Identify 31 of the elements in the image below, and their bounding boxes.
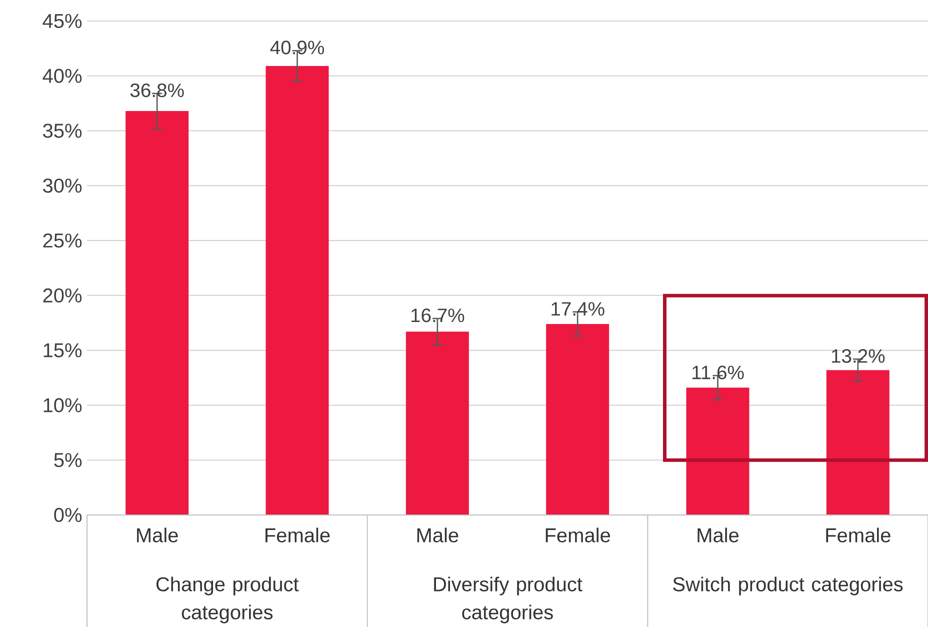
text: Change product categories	[156, 576, 299, 624]
text: Diversify product categories	[434, 576, 582, 624]
y-tick-label: 10%	[44, 398, 82, 412]
y-tick-label: 30%	[43, 178, 82, 193]
data-label: 11.6%	[692, 366, 744, 380]
y-tick-label: 40%	[42, 68, 82, 83]
data-label: 36.8%	[130, 83, 184, 98]
x-tick-label: Female	[546, 528, 610, 542]
text: Switch product categories	[673, 576, 903, 596]
y-tick-label: 25%	[43, 233, 82, 248]
bar	[126, 111, 189, 515]
bar	[266, 66, 329, 515]
x-tick-label: Male	[698, 528, 739, 542]
x-tick-label: Female	[266, 528, 330, 542]
data-label: 16.7%	[411, 308, 464, 322]
y-tick-label: 35%	[43, 124, 82, 138]
data-label: 13.2%	[832, 349, 885, 363]
bar	[686, 388, 750, 515]
y-tick-label: 5%	[54, 453, 82, 468]
y-tick-label: 20%	[43, 288, 82, 303]
x-tick-label: Male	[417, 528, 458, 542]
data-label: 40.9%	[270, 40, 324, 54]
bar	[826, 370, 890, 515]
bar	[546, 324, 610, 515]
x-tick-label: Male	[137, 528, 178, 542]
y-tick-label: 15%	[44, 343, 82, 358]
data-label: 17.4%	[552, 302, 604, 316]
y-tick-label: 45%	[42, 14, 82, 28]
x-tick-label: Female	[826, 528, 890, 542]
y-tick-label: 0%	[54, 508, 82, 522]
bar	[406, 332, 469, 515]
